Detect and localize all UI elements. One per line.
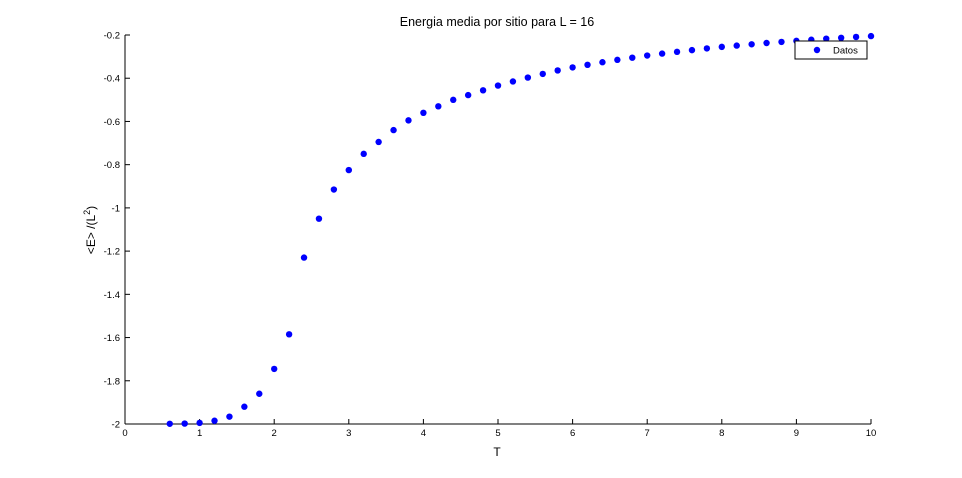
data-point — [256, 390, 263, 397]
data-point — [599, 59, 606, 66]
y-axis-label-superscript: 2 — [82, 210, 92, 215]
y-tick-label: -1 — [112, 203, 120, 214]
legend-marker — [813, 46, 821, 54]
x-tick-label: 4 — [421, 428, 426, 439]
data-point — [554, 67, 561, 74]
legend: Datos — [794, 40, 868, 60]
x-tick-label: 5 — [495, 428, 500, 439]
data-point — [718, 43, 725, 51]
x-tick-label: 3 — [346, 428, 351, 439]
y-tick-label: -0.2 — [104, 31, 120, 42]
data-point — [852, 33, 860, 41]
data-point — [300, 254, 308, 261]
data-point — [226, 413, 233, 420]
data-point — [464, 91, 472, 99]
legend-label: Datos — [833, 46, 858, 57]
x-axis-label: T — [493, 445, 501, 459]
x-tick-label: 10 — [866, 428, 877, 439]
data-point — [524, 74, 532, 81]
data-point — [435, 103, 442, 110]
x-tick-label: 7 — [645, 428, 650, 439]
legend-box — [794, 40, 868, 60]
axes — [124, 35, 871, 425]
data-point — [450, 96, 457, 104]
data-point — [539, 70, 546, 78]
chart-title: Energia media por sitio para L = 16 — [400, 15, 594, 29]
data-point — [196, 419, 203, 427]
y-tick-label: -1.2 — [104, 247, 120, 258]
data-point — [345, 166, 352, 174]
y-axis-label-close: ) — [84, 206, 98, 210]
data-point — [181, 420, 188, 427]
x-tick-label: 6 — [570, 428, 575, 439]
data-points — [166, 32, 875, 427]
y-tick-label: -0.8 — [104, 160, 120, 171]
x-tick-label: 9 — [794, 428, 799, 439]
data-point — [569, 64, 576, 71]
data-point — [584, 61, 591, 69]
data-point — [614, 56, 621, 64]
data-point — [837, 34, 845, 42]
data-point — [778, 38, 785, 46]
x-tick-label: 2 — [272, 428, 277, 439]
data-point — [763, 39, 770, 47]
data-point — [241, 403, 248, 410]
data-point — [375, 138, 382, 146]
y-tick-label: -1.8 — [104, 376, 120, 387]
data-point — [494, 82, 502, 89]
data-point — [360, 150, 367, 158]
y-tick-label: -1.6 — [104, 333, 120, 344]
data-point — [211, 417, 218, 424]
data-point — [405, 117, 412, 124]
data-point — [688, 46, 696, 54]
y-tick-label: -0.4 — [104, 74, 120, 85]
data-point — [658, 50, 666, 57]
data-point — [867, 32, 875, 40]
y-axis-label: <E> /(L2) — [82, 206, 98, 254]
data-point — [271, 365, 278, 373]
x-tick-label: 0 — [122, 428, 127, 439]
data-point — [420, 109, 427, 117]
y-axis-label-main: <E> /(L — [84, 215, 98, 255]
data-point — [315, 215, 323, 222]
data-point — [733, 42, 740, 49]
y-tick-label: -2 — [112, 420, 120, 431]
data-point — [285, 331, 293, 338]
data-point — [479, 87, 487, 94]
y-tick-label: -1.4 — [104, 290, 120, 301]
y-tick-label: -0.6 — [104, 117, 120, 128]
data-point — [823, 35, 830, 42]
ticks: 0 1 2 3 4 5 6 7 8 9 10 -2 -1.8 -1.6 -1.4 -1.2 -1 -0.8 -0.6… — [104, 31, 877, 440]
data-point — [748, 41, 755, 48]
data-point — [703, 45, 711, 52]
data-point — [673, 48, 681, 56]
data-point — [330, 186, 338, 193]
data-point — [390, 126, 397, 134]
data-point — [509, 78, 517, 85]
x-tick-label: 8 — [719, 428, 724, 439]
x-tick-label: 1 — [197, 428, 202, 439]
data-point — [629, 54, 636, 61]
data-point — [166, 420, 173, 427]
data-point — [644, 52, 651, 59]
